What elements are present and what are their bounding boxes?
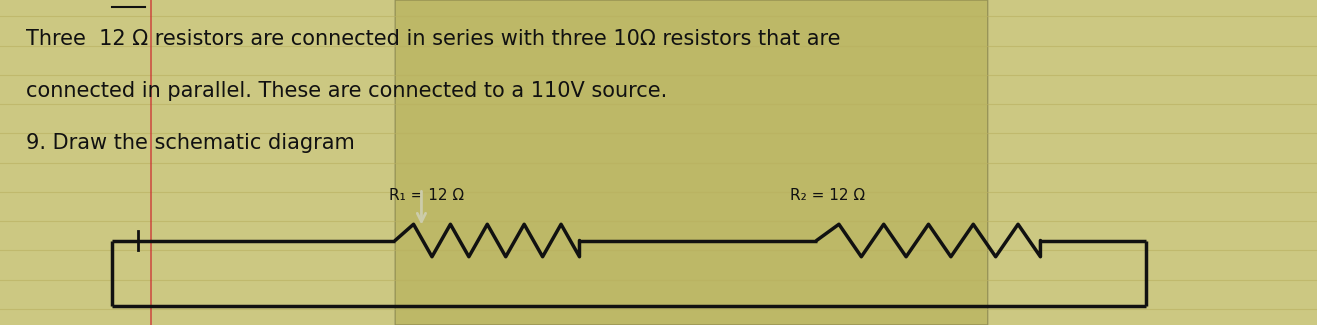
FancyBboxPatch shape xyxy=(395,0,988,325)
Text: 9. Draw the schematic diagram: 9. Draw the schematic diagram xyxy=(26,133,356,153)
Text: R₂ = 12 Ω: R₂ = 12 Ω xyxy=(790,188,865,202)
Text: Three  12 Ω resistors are connected in series with three 10Ω resistors that are: Three 12 Ω resistors are connected in se… xyxy=(26,29,840,49)
Text: R₁ = 12 Ω: R₁ = 12 Ω xyxy=(389,188,464,202)
Text: connected in parallel. These are connected to a 110V source.: connected in parallel. These are connect… xyxy=(26,81,668,101)
